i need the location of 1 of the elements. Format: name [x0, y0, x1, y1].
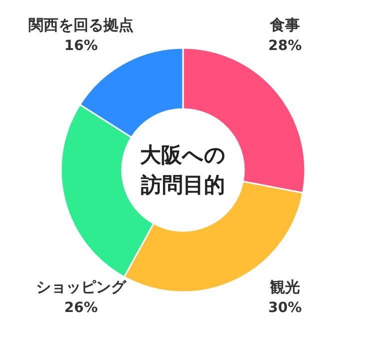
title: 大阪への訪問目的: [140, 143, 226, 197]
